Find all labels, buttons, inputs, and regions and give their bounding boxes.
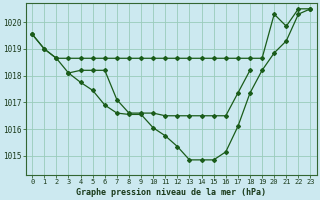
X-axis label: Graphe pression niveau de la mer (hPa): Graphe pression niveau de la mer (hPa) <box>76 188 266 197</box>
